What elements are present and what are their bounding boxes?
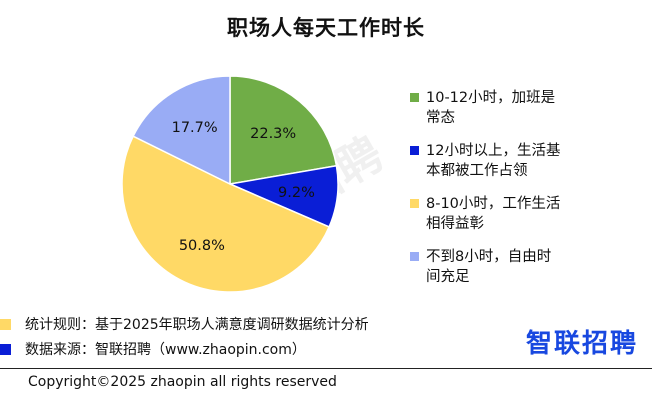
legend-item: 8-10小时，工作生活 相得益彰 (410, 194, 610, 234)
legend-item: 12小时以上，生活基 本都被工作占领 (410, 141, 610, 181)
legend-swatch (410, 252, 419, 261)
copyright: Copyright©2025 zhaopin all rights reserv… (28, 374, 337, 390)
legend-label: 本都被工作占领 (426, 163, 528, 179)
legend-label: 不到8小时，自由时 (426, 249, 552, 265)
legend-item: 10-12小时，加班是 常态 (410, 88, 610, 128)
footnote-rule: 统计规则：基于2025年职场人满意度调研数据统计分析 (0, 316, 369, 334)
pie-slice (121, 135, 331, 293)
footnote-source-swatch (0, 344, 11, 355)
footnote-source-text: 数据来源：智联招聘（www.zhaopin.com） (25, 342, 306, 358)
slice-label: 9.2% (278, 185, 315, 201)
legend-label: 常态 (426, 110, 455, 126)
chart-title: 职场人每天工作时长 (227, 16, 425, 40)
slice-label: 22.3% (250, 126, 296, 142)
legend-label: 间充足 (426, 269, 470, 285)
footnote-source: 数据来源：智联招聘（www.zhaopin.com） (0, 341, 306, 359)
legend-item: 不到8小时，自由时 间充足 (410, 247, 610, 287)
legend-swatch (410, 93, 419, 102)
legend-label: 8-10小时，工作生活 (426, 196, 561, 212)
pie-slice (229, 75, 338, 185)
legend-label: 12小时以上，生活基 (426, 143, 561, 159)
legend-swatch (410, 146, 419, 155)
legend: 10-12小时，加班是 常态 12小时以上，生活基 本都被工作占领 8-10小时，工作生… (410, 88, 610, 300)
legend-label: 相得益彰 (426, 216, 484, 232)
brand-logo: 智联招聘 (525, 329, 638, 359)
footnote-rule-swatch (0, 319, 11, 330)
slice-label: 50.8% (179, 238, 225, 254)
pie-chart: 22.3% 9.2% 50.8% 17.7% (121, 75, 339, 293)
divider (0, 368, 652, 369)
footnote-rule-text: 统计规则：基于2025年职场人满意度调研数据统计分析 (25, 317, 369, 333)
legend-swatch (410, 199, 419, 208)
legend-label: 10-12小时，加班是 (426, 90, 556, 106)
slice-label: 17.7% (172, 120, 218, 136)
pie-slice (132, 75, 231, 186)
